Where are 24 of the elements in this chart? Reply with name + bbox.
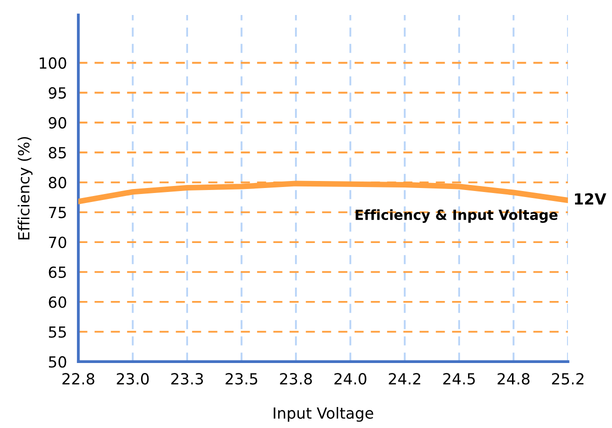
y-tick-label: 100 [40,57,66,69]
x-tick-label: 23.8 [280,373,312,385]
x-tick-label: 24.8 [498,373,530,385]
x-tick-label: 24.0 [334,373,366,385]
x-tick-label: 24.2 [388,373,420,384]
y-tick-label: 95 [48,87,66,99]
y-tick-label: 60 [48,296,66,308]
x-axis-title: Input Voltage [274,407,374,422]
y-tick-label: 80 [48,176,66,188]
x-tick-label: 23.3 [171,373,203,385]
x-tick-label: 23.5 [226,373,258,385]
y-tick-label: 55 [48,326,66,338]
y-tick-label: 90 [48,117,66,129]
y-axis-title: Efficiency (%) [18,137,33,240]
y-tick-label: 70 [49,236,66,248]
y-tick-label: 75 [49,206,66,218]
y-tick-label: 85 [48,146,66,158]
series-label: 12V [574,193,606,204]
x-tick-label: 23.0 [116,373,149,385]
y-tick-label: 65 [48,266,66,278]
x-tick-label: 25.2 [552,373,584,385]
x-tick-label: 22.8 [62,373,94,385]
x-tick-label: 24.5 [443,373,475,385]
y-tick-label: 50 [48,356,66,368]
